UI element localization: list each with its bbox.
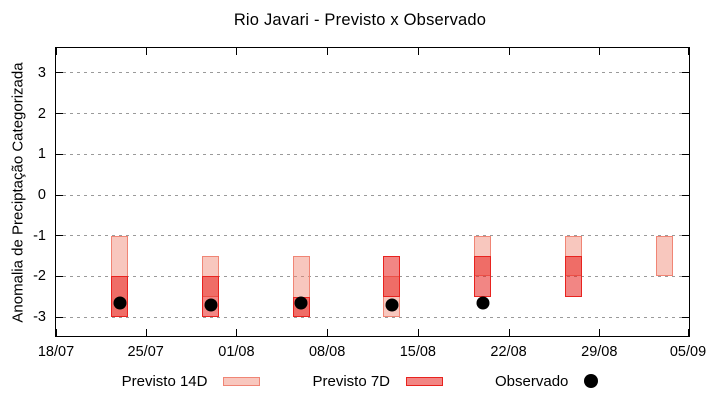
legend-label-previsto-7d: Previsto 7D (312, 372, 391, 390)
y-tick-right (682, 153, 689, 155)
y-tick-left (56, 72, 63, 74)
y-tick-label: -3 (33, 309, 46, 326)
x-tick-top (236, 48, 238, 55)
y-tick-left (56, 275, 63, 277)
x-tick-bottom (327, 329, 329, 336)
previsto-7d-bar (474, 256, 492, 297)
previsto-7d-bar (564, 256, 582, 297)
x-tick-label: 15/08 (399, 344, 436, 360)
y-tick-right (682, 194, 689, 196)
x-tick-bottom (508, 329, 510, 336)
y-tick-label: -2 (33, 268, 46, 285)
y-tick-label: 1 (37, 146, 46, 163)
legend-label-previsto-14d: Previsto 14D (121, 372, 208, 390)
observado-point (476, 296, 490, 310)
y-tick-left (56, 316, 63, 318)
x-tick-label: 18/07 (37, 344, 75, 360)
y-tick-right (682, 275, 689, 277)
observado-swatch-dot (584, 374, 599, 388)
previsto-7d-swatch (406, 376, 444, 386)
x-tick-label: 01/08 (218, 344, 255, 360)
x-tick-label: 05/09 (669, 344, 707, 360)
x-tick-bottom (56, 329, 57, 336)
x-tick-top (145, 48, 147, 55)
gridline-y0 (56, 194, 689, 196)
x-tick-bottom (688, 329, 689, 336)
x-tick-top (599, 48, 601, 55)
x-tick-top (688, 48, 689, 55)
y-tick-right (682, 113, 689, 115)
y-tick-label: 0 (37, 187, 46, 203)
x-tick-bottom (599, 329, 601, 336)
x-tick-top (508, 48, 510, 55)
previsto-14d-bar (655, 235, 673, 277)
gridline-y1 (56, 153, 689, 155)
x-tick-bottom (145, 329, 147, 336)
gridline-y-1 (56, 235, 689, 237)
x-tick-bottom (236, 329, 238, 336)
y-tick-label: -1 (33, 227, 46, 244)
gridline-y-2 (56, 275, 689, 277)
y-tick-label: 3 (37, 64, 46, 81)
observado-point (385, 298, 399, 312)
y-tick-left (56, 194, 63, 196)
legend: Previsto 14D Previsto 7D Observado (0, 371, 720, 391)
y-tick-right (682, 235, 689, 237)
previsto-14d-swatch (223, 376, 261, 386)
previsto-7d-bar (383, 256, 401, 297)
x-tick-top (327, 48, 329, 55)
y-tick-right (682, 72, 689, 74)
x-tick-bottom (417, 329, 419, 336)
y-tick-left (56, 153, 63, 155)
plot-area (55, 47, 690, 337)
legend-item-previsto-7d: Previsto 7D (312, 372, 444, 390)
chart-title: Rio Javari - Previsto x Observado (233, 11, 487, 29)
y-tick-label: 2 (37, 105, 46, 122)
x-tick-label: 22/08 (490, 344, 527, 360)
y-tick-left (56, 235, 63, 237)
gridline-y-3 (56, 316, 689, 318)
observado-point (204, 298, 217, 312)
legend-item-previsto-14d: Previsto 14D (122, 373, 261, 390)
x-tick-label: 29/08 (581, 344, 618, 360)
x-tick-label: 25/07 (127, 344, 164, 360)
x-tick-label: 08/08 (308, 344, 346, 360)
observado-point (294, 296, 308, 310)
legend-label-observado: Observado (495, 372, 569, 390)
observado-point (113, 296, 127, 310)
x-tick-top (56, 48, 57, 55)
y-tick-left (56, 113, 63, 115)
x-tick-top (417, 48, 419, 55)
gridline-y3 (56, 72, 689, 74)
gridline-y2 (56, 113, 689, 115)
legend-item-observado: Observado (495, 372, 599, 390)
y-tick-right (682, 316, 689, 318)
